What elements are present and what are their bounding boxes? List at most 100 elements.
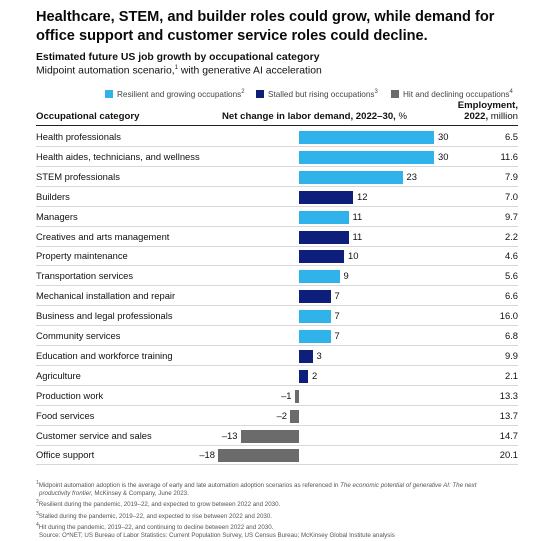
- bar: [299, 349, 313, 363]
- bar-value-label: 11: [352, 210, 363, 222]
- bar: [299, 250, 344, 264]
- chart-row: Food services –2 13.7: [36, 406, 518, 426]
- row-divider: [36, 404, 518, 406]
- bar: [299, 150, 434, 164]
- row-divider: [36, 325, 518, 327]
- footnote-1: 1Midpoint automation adoption is the ave…: [36, 480, 477, 490]
- chart-row: Mechanical installation and repair 7 6.6: [36, 286, 518, 307]
- legend-item-stalled: Stalled but rising occupations3: [256, 89, 378, 99]
- employment-value: 6.6: [504, 290, 518, 302]
- bar-value-label: 30: [438, 150, 449, 162]
- row-divider: [36, 285, 518, 287]
- footnote-4: 4Hit during the pandemic, 2019–22, and c…: [36, 522, 274, 532]
- row-divider: [36, 205, 518, 207]
- category-column-header: Occupational category: [36, 111, 140, 122]
- row-divider: [36, 225, 518, 227]
- legend-swatch-hit: [391, 90, 399, 98]
- employment-value: 13.3: [499, 389, 518, 401]
- chart-row: Office support –18 20.1: [36, 445, 518, 466]
- bar-value-label: 9: [343, 270, 349, 282]
- chart-row: Creatives and arts management 11 2.2: [36, 227, 518, 247]
- bar: [299, 369, 308, 383]
- chart-row: Health aides, technicians, and wellness 3…: [36, 147, 518, 167]
- change-column-header: Net change in labor demand, 2022–30, %: [222, 111, 407, 122]
- employment-value: 20.1: [499, 449, 518, 461]
- legend-swatch-resilient: [105, 90, 113, 98]
- row-divider: [36, 146, 518, 147]
- row-divider: [36, 364, 518, 366]
- bar-value-label: 3: [316, 349, 322, 361]
- legend-footnote-mark: 2: [241, 89, 245, 95]
- legend-label-resilient: Resilient and growing occupations: [117, 89, 242, 99]
- row-divider: [36, 165, 518, 167]
- legend-footnote-mark: 3: [374, 89, 378, 95]
- legend-swatch-stalled: [256, 90, 264, 98]
- chart-row: Transportation services 9 5.6: [36, 266, 518, 287]
- bar: [299, 230, 349, 244]
- row-divider: [36, 345, 518, 346]
- employment-header-line2: 2022, million: [464, 111, 518, 122]
- chart-row: Community services 7 6.8: [36, 326, 518, 346]
- bar-value-label: 10: [348, 250, 359, 262]
- chart-row: Health professionals 30 6.5: [36, 127, 518, 147]
- employment-value: 16.0: [499, 310, 518, 322]
- employment-value: 2.2: [504, 230, 518, 242]
- category-label: Community services: [36, 330, 121, 341]
- category-label: Agriculture: [36, 369, 81, 381]
- row-divider: [36, 424, 518, 426]
- employment-value: 4.6: [504, 250, 518, 262]
- employment-value: 7.0: [504, 190, 518, 202]
- employment-header-line1: Employment,: [457, 100, 518, 111]
- employment-value: 11.6: [500, 150, 518, 162]
- chart-row: Production work –1 13.3: [36, 386, 518, 406]
- scenario-note: Midpoint automation scenario,1 with gene…: [36, 65, 322, 76]
- chart-row: Customer service and sales –13 14.7: [36, 426, 518, 446]
- category-label: Food services: [36, 409, 95, 421]
- row-divider: [36, 464, 518, 466]
- footnote-2: 2Resilient during the pandemic, 2019–22,…: [36, 499, 281, 509]
- row-divider: [36, 384, 518, 386]
- bar: [299, 170, 403, 184]
- category-label: Builders: [36, 190, 70, 202]
- legend-item-hit: Hit and declining occupations4: [391, 89, 513, 99]
- employment-value: 6.8: [504, 330, 518, 341]
- category-label: Managers: [36, 210, 78, 222]
- bar-value-label: 12: [357, 190, 368, 202]
- legend-item-resilient: Resilient and growing occupations2: [105, 89, 245, 99]
- row-divider: [36, 305, 518, 307]
- bar-value-label: 7: [334, 310, 340, 322]
- bar: [294, 389, 299, 403]
- employment-value: 14.7: [499, 429, 518, 441]
- bar: [299, 270, 340, 284]
- bar-value-label: –2: [276, 409, 287, 421]
- category-label: Customer service and sales: [36, 429, 152, 441]
- row-divider: [36, 245, 518, 247]
- legend-label-stalled: Stalled but rising occupations: [268, 89, 375, 99]
- chart-row: Property maintenance 10 4.6: [36, 246, 518, 267]
- bar-value-label: 7: [334, 330, 340, 341]
- employment-value: 13.7: [499, 409, 518, 421]
- scenario-text: Midpoint automation scenario,: [36, 65, 175, 77]
- chart-row: Business and legal professionals 7 16.0: [36, 306, 518, 327]
- scenario-footnote-mark: 1: [174, 65, 178, 71]
- bar: [299, 290, 331, 304]
- chart-row: Education and workforce training 3 9.9: [36, 346, 518, 366]
- category-label: Mechanical installation and repair: [36, 290, 176, 302]
- footnote-source: Source: O*NET; US Bureau of Labor Statis…: [39, 532, 395, 540]
- header-rule: [36, 125, 518, 126]
- bar-value-label: 2: [312, 369, 318, 381]
- row-divider: [36, 185, 518, 187]
- bar: [290, 409, 299, 423]
- bar: [299, 210, 349, 224]
- category-label: Business and legal professionals: [36, 310, 173, 322]
- bar: [299, 310, 331, 324]
- chart-title: Estimated future US job growth by occupa…: [36, 52, 320, 63]
- row-divider: [36, 444, 518, 446]
- legend-footnote-mark: 4: [509, 89, 513, 95]
- bar-value-label: 7: [334, 290, 340, 302]
- row-divider: [36, 265, 518, 267]
- bar-value-label: 30: [438, 131, 449, 142]
- bar: [299, 131, 434, 144]
- category-label: Transportation services: [36, 270, 134, 282]
- employment-value: 6.5: [504, 131, 518, 142]
